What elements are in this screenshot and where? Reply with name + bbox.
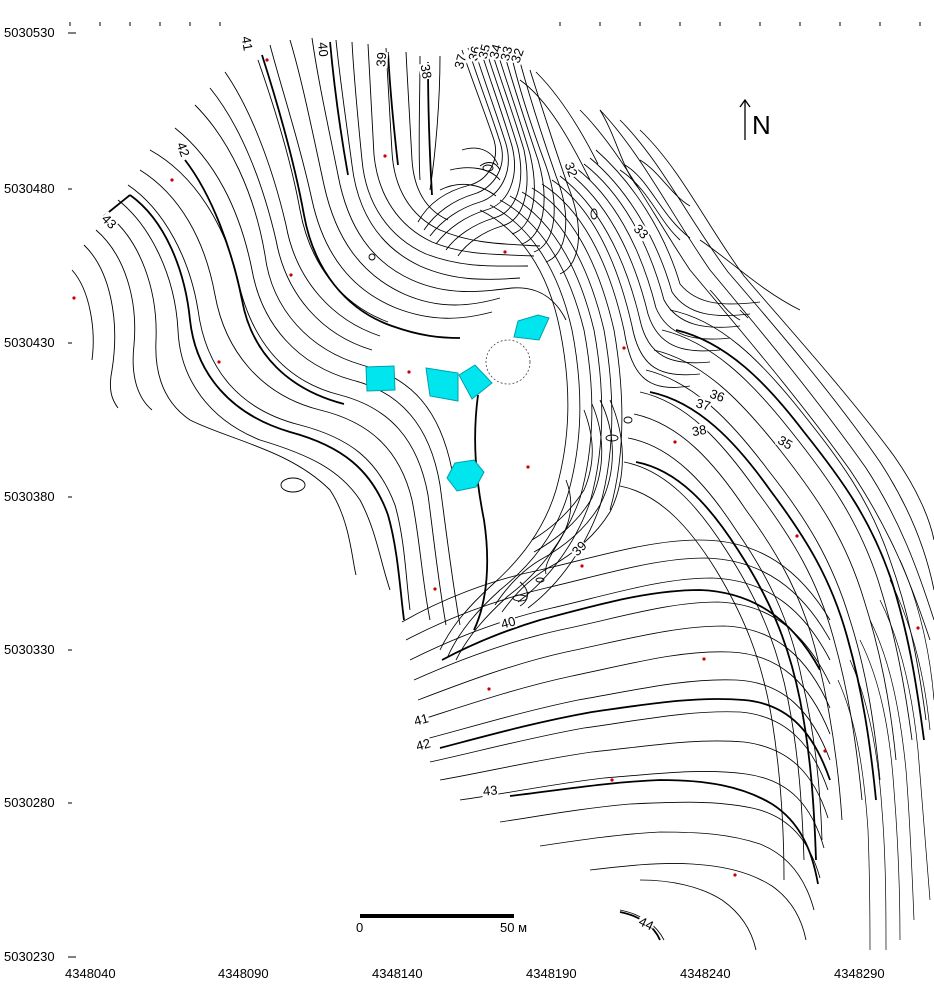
y-axis-label: 5030330 [4,642,55,657]
contours-south [401,539,831,951]
contour-label: 40 [498,613,518,632]
y-axis-label: 5030430 [4,335,55,350]
y-axis-label: 5030230 [4,949,55,964]
contours-west-index [103,41,489,631]
contour-label: 41 [238,34,256,53]
spot-heights [72,58,920,877]
dotted-feature [485,339,531,385]
contour-label: 43 [481,782,500,799]
contour-label: 37 [693,395,713,414]
contours-east-index [635,329,925,861]
contours-closed [280,164,633,602]
contour-label: 40 [315,40,332,59]
scale-bar-end-label: 50 м [500,920,528,935]
contour-label: 38 [689,421,709,440]
contour-label: 41 [411,710,431,729]
contours-south-index [439,589,831,941]
scale-bar-start-label: 0 [356,920,364,935]
x-axis-label: 4348090 [218,966,269,981]
north-arrow-label: N [752,110,771,140]
y-axis-label: 5030380 [4,489,55,504]
x-axis-label: 4348190 [526,966,577,981]
contour-label: 42 [413,735,433,754]
buildings [365,314,550,492]
contours-east [579,109,934,881]
north-arrow-icon [739,98,751,140]
building-2 [425,367,459,402]
building-4 [513,314,550,341]
y-axis-label: 5030530 [4,25,55,40]
contours-northeast [519,71,741,321]
building-1 [365,365,396,392]
contours-escarpment [439,149,761,661]
x-axis-label: 4348040 [65,966,116,981]
contours-west [71,37,567,626]
contours-ravine [417,47,579,275]
contours-east-edge [837,559,934,951]
x-axis-label: 4348290 [834,966,885,981]
x-axis-label: 4348140 [372,966,423,981]
building-5 [446,459,485,492]
building-3 [458,364,493,400]
y-axis-label: 5030480 [4,181,55,196]
contours-inner-valley [494,399,623,613]
frame-ticks [68,22,921,958]
scale-bar [360,914,514,918]
contour-label: 39 [373,50,390,69]
x-axis-label: 4348240 [680,966,731,981]
contour-label: 38 [417,62,435,81]
y-axis-label: 5030280 [4,795,55,810]
